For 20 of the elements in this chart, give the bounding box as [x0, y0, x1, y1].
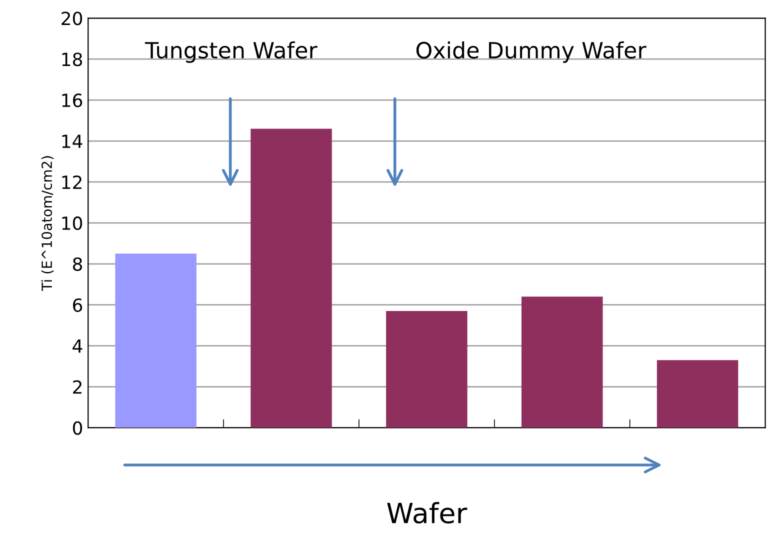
bar	[250, 128, 332, 428]
annotation: Oxide Dummy Wafer	[416, 41, 646, 63]
y-tick-label: 6	[73, 298, 82, 312]
y-tick-label: 10	[62, 216, 82, 230]
bar	[521, 296, 603, 428]
y-tick-label: 0	[72, 421, 82, 435]
y-tick-label: 18	[62, 52, 82, 66]
y-tick-label: 14	[62, 134, 82, 148]
bar	[656, 360, 738, 428]
x-axis-title: Wafer	[387, 502, 468, 524]
bar	[115, 254, 196, 428]
y-tick-label: 2	[73, 380, 82, 394]
y-tick-label: 4	[72, 340, 82, 353]
y-tick-label: 12	[62, 175, 82, 189]
annotation: Tungsten Wafer	[144, 41, 318, 63]
bar	[386, 311, 468, 428]
y-axis-title: Ti (E^10atom/cm2)	[41, 156, 54, 291]
y-tick-label: 20	[62, 12, 82, 26]
y-tick-label: 16	[62, 94, 82, 108]
y-tick-label: 8	[72, 257, 82, 272]
